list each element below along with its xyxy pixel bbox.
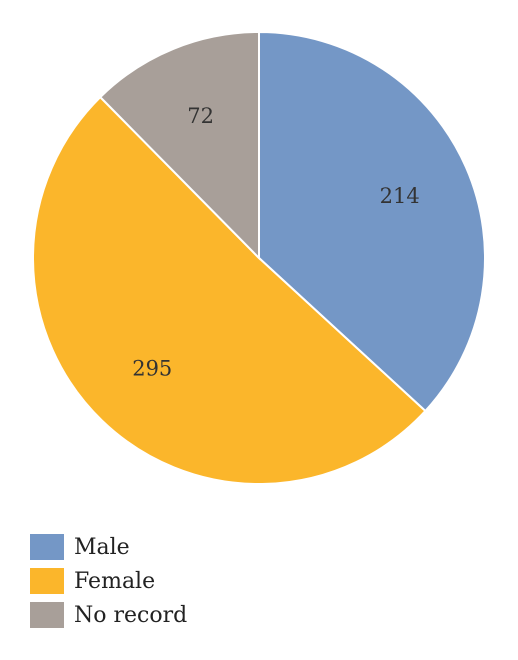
legend-item-male: Male: [30, 530, 187, 564]
legend-label-male: Male: [74, 534, 130, 560]
legend-swatch-no-record: [30, 602, 64, 628]
pie-slice-female: [32, 95, 427, 485]
legend-swatch-male: [30, 534, 64, 560]
data-label-no-record: 72: [187, 104, 214, 128]
legend-swatch-female: [30, 568, 64, 594]
legend-item-no-record: No record: [30, 598, 187, 632]
pie-slice-no-record: [98, 30, 260, 261]
data-label-male: 214: [380, 184, 420, 208]
pie-data-labels: 214 295 72: [132, 104, 420, 381]
pie-slice-male: [258, 30, 486, 413]
legend-label-female: Female: [74, 568, 156, 594]
legend-item-female: Female: [30, 564, 187, 598]
pie-chart: 214 295 72: [32, 30, 486, 485]
legend-label-no-record: No record: [74, 602, 188, 628]
data-label-female: 295: [132, 357, 172, 381]
legend: Male Female No record: [30, 530, 187, 632]
pie-slices: [32, 30, 486, 485]
